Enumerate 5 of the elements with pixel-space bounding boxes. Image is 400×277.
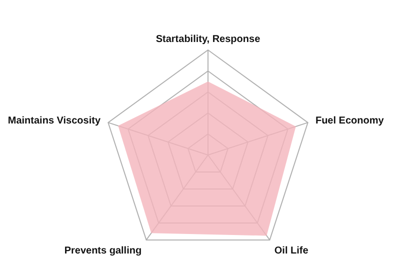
spoke-label: Startability, Response xyxy=(156,34,261,45)
spoke-label: Oil Life xyxy=(274,246,309,257)
spoke-label: Fuel Economy xyxy=(315,116,384,127)
spoke-label: Prevents galling xyxy=(64,246,142,257)
spoke-label: Maintains Viscosity xyxy=(8,116,101,127)
